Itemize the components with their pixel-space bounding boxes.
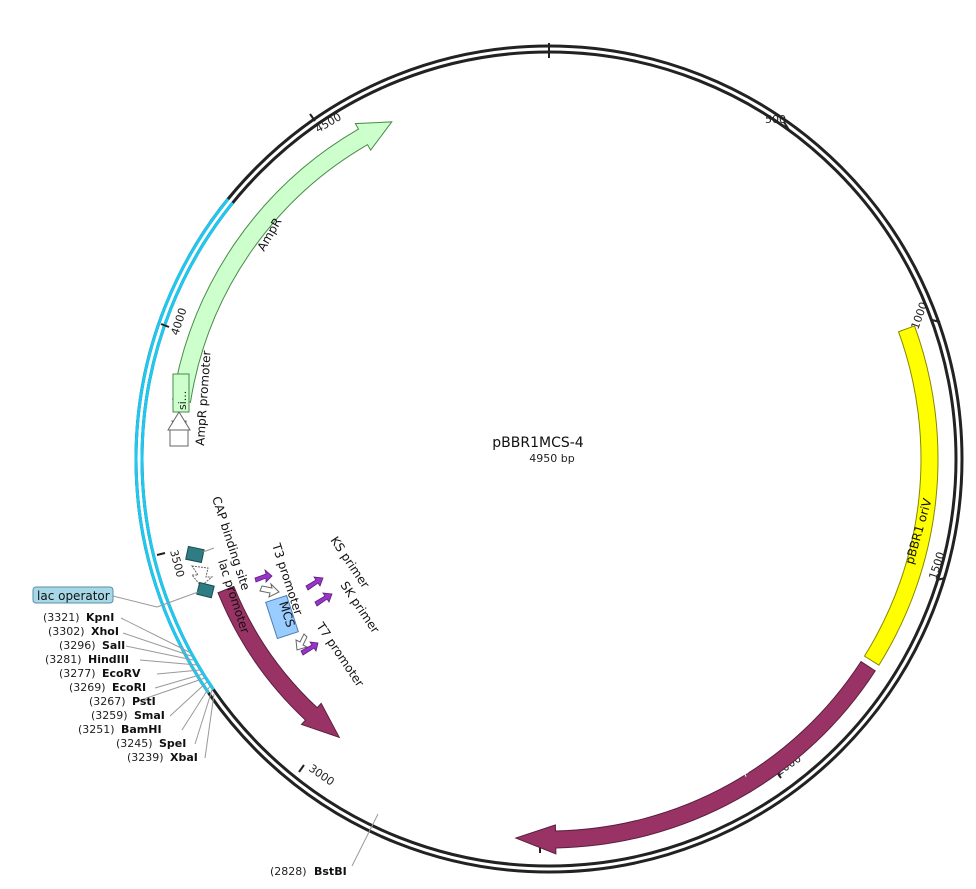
backbone: [134, 43, 964, 874]
site-position: (3267): [89, 695, 126, 708]
restriction-sites: (3321) KpnI (3302) XhoI (3296) SalI (328…: [43, 611, 347, 878]
site-position: (3245): [116, 737, 153, 750]
ampr-promoter-arrowhead: [167, 411, 191, 431]
highlight-arc: [134, 198, 230, 694]
site-position: (3321): [43, 611, 80, 624]
lac-operator-label: lac operator: [37, 589, 110, 603]
site-position: (2828): [270, 865, 307, 878]
lac-operator-badge[interactable]: [32, 586, 114, 604]
site-leaders: [120, 617, 379, 867]
site-name[interactable]: BstBI: [314, 865, 347, 878]
lacz-feature[interactable]: [217, 585, 341, 739]
lac-promoter-feature[interactable]: [190, 565, 214, 587]
site-name[interactable]: BamHI: [121, 723, 162, 736]
ampr-promoter-label: AmpR promoter: [193, 350, 214, 446]
signal-label: si...: [176, 391, 189, 410]
t7-promoter-label: T7 promoter: [313, 619, 367, 689]
site-name[interactable]: HindIII: [88, 653, 129, 666]
ks-primer-arrow[interactable]: [305, 576, 324, 591]
cap-feature[interactable]: [185, 545, 205, 564]
tick-mark: [931, 319, 941, 323]
highlight-arc-inner: [140, 201, 234, 691]
oriv-feature[interactable]: [863, 325, 939, 666]
tick-mark: [160, 323, 170, 328]
lac-operator-feature[interactable]: [196, 581, 215, 599]
tick-label: 3000: [306, 762, 336, 789]
tick-label: 3500: [167, 548, 187, 578]
tick-mark: [298, 764, 305, 773]
sk-primer-arrow[interactable]: [314, 592, 333, 607]
site-position: (3296): [59, 639, 96, 652]
site-position: (3239): [127, 751, 164, 764]
site-name[interactable]: XhoI: [91, 625, 119, 638]
t3-primer-arrow: [254, 568, 273, 583]
tick-mark: [309, 113, 316, 122]
site-name[interactable]: SalI: [102, 639, 125, 652]
site-name[interactable]: XbaI: [170, 751, 198, 764]
rep-feature[interactable]: [514, 660, 876, 855]
cap-leader: [202, 547, 215, 553]
ampr-feature[interactable]: [172, 121, 393, 403]
site-position: (3281): [45, 653, 82, 666]
tick-label: 4000: [168, 306, 189, 337]
site-position: (3277): [59, 667, 96, 680]
tick-label: 500: [765, 113, 786, 126]
tick-mark: [936, 577, 946, 581]
plasmid-length: 4950 bp: [529, 452, 574, 465]
site-name[interactable]: SpeI: [159, 737, 186, 750]
lac-operator-leader: [112, 595, 158, 608]
t7-promoter-feature[interactable]: [295, 633, 309, 651]
lac-operator-leader-2: [156, 591, 199, 608]
tick-mark: [156, 552, 166, 556]
site-position: (3251): [78, 723, 115, 736]
signal-feature[interactable]: [172, 373, 190, 413]
site-name[interactable]: SmaI: [134, 709, 165, 722]
t3-promoter-feature[interactable]: [259, 582, 280, 598]
site-name[interactable]: EcoRV: [102, 667, 141, 680]
site-position: (3269): [69, 681, 106, 694]
site-name[interactable]: EcoRI: [112, 681, 146, 694]
site-name[interactable]: KpnI: [86, 611, 114, 624]
tick-label: 4500: [313, 110, 344, 135]
mcs-feature[interactable]: [265, 594, 299, 640]
site-name[interactable]: PstI: [132, 695, 156, 708]
plasmid-name: pBBR1MCS-4: [492, 435, 584, 451]
t7-primer-arrow: [300, 641, 319, 656]
site-position: (3259): [91, 709, 128, 722]
site-position: (3302): [48, 625, 85, 638]
tick-mark: [783, 121, 790, 131]
